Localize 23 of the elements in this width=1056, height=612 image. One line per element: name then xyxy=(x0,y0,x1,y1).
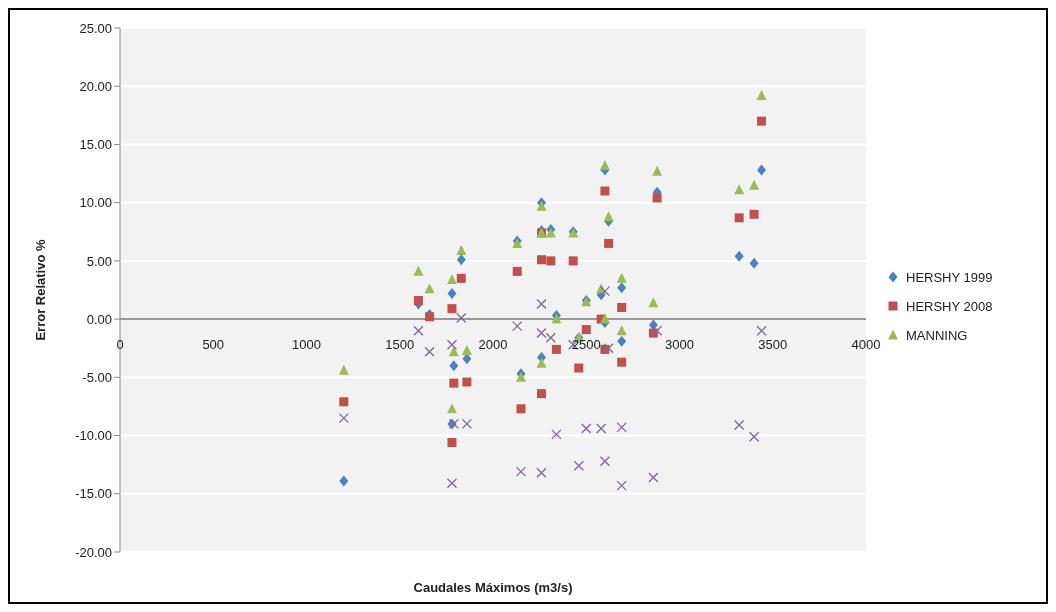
y-tick-label: 10.00 xyxy=(79,195,112,211)
y-axis-title: Error Relativo % xyxy=(32,238,48,341)
x-tick-label: 3500 xyxy=(758,337,788,353)
y-tick-label: -20.00 xyxy=(75,544,112,560)
x-tick-label: 2000 xyxy=(478,337,508,353)
x-tick-label: 0 xyxy=(116,337,124,353)
legend-label: HERSHY 1999 xyxy=(906,269,993,285)
legend-label: HERSHY 2008 xyxy=(906,298,993,314)
x-tick-label: 500 xyxy=(202,337,225,353)
y-tick-label: 25.00 xyxy=(79,20,112,36)
y-tick-label: -10.00 xyxy=(75,428,112,444)
y-tick-label: 0.00 xyxy=(86,311,112,327)
x-tick-label: 1500 xyxy=(385,337,415,353)
y-tick-label: -5.00 xyxy=(82,369,112,385)
x-tick-label: 3000 xyxy=(665,337,694,353)
y-tick-label: 15.00 xyxy=(79,137,112,153)
y-tick-label: 20.00 xyxy=(79,78,112,94)
y-tick-label: -15.00 xyxy=(75,486,112,502)
x-axis-title: Caudales Máximos (m3/s) xyxy=(413,580,573,595)
x-tick-label: 1000 xyxy=(292,337,321,353)
legend-label: MANNING xyxy=(906,327,968,343)
x-tick-label: 4000 xyxy=(851,337,881,353)
y-tick-label: 5.00 xyxy=(86,253,112,269)
